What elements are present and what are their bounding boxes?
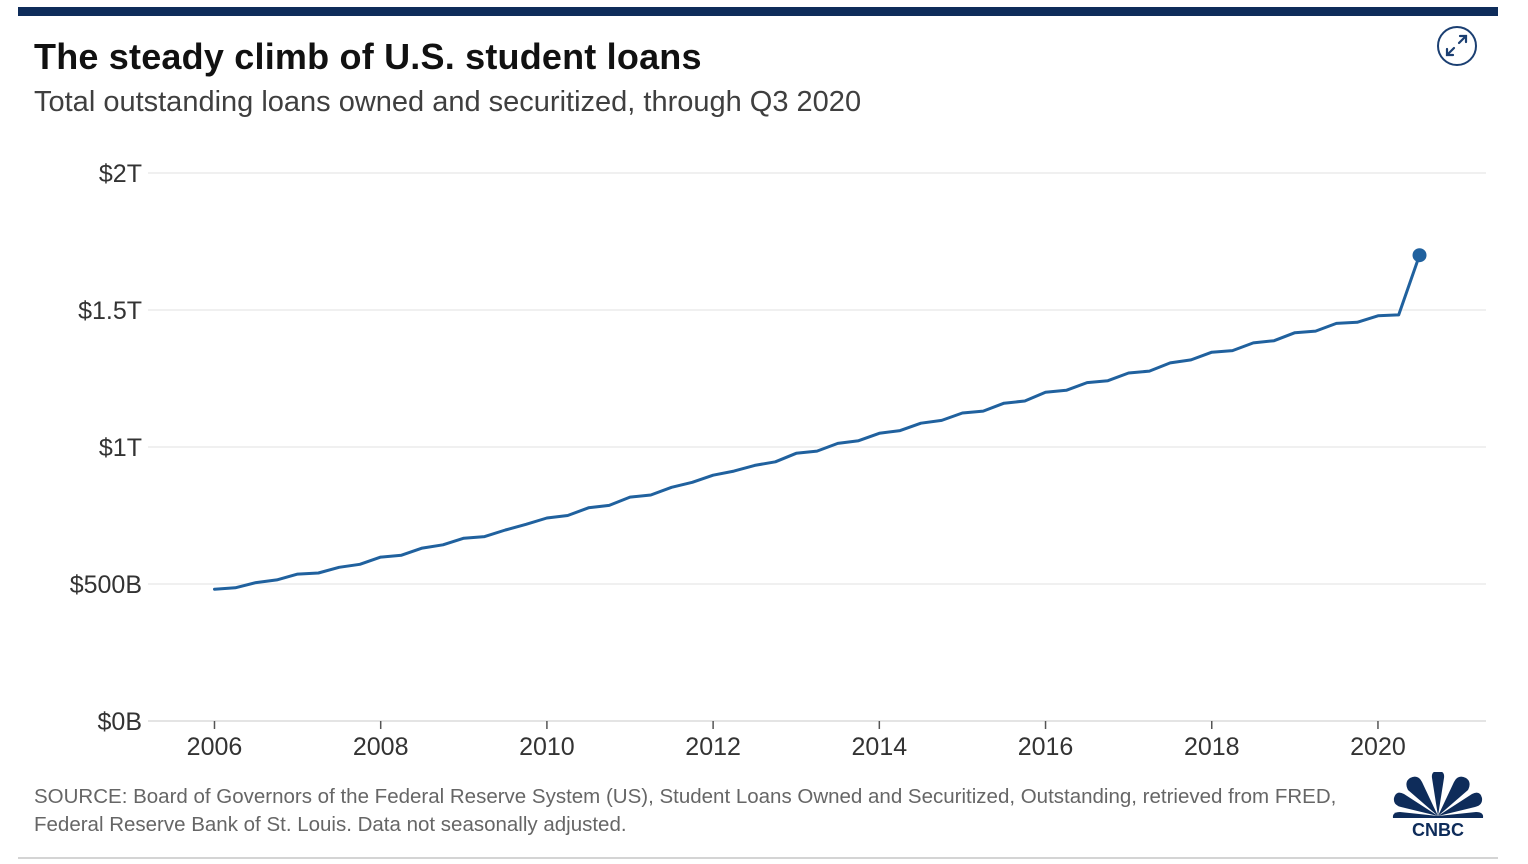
x-tick-label: 2014 (852, 733, 908, 761)
x-tick-label: 2016 (1018, 733, 1074, 761)
logo-text: CNBC (1412, 820, 1464, 838)
y-tick-label: $1T (99, 434, 142, 462)
x-tick-label: 2010 (519, 733, 575, 761)
header-rule (18, 7, 1498, 16)
x-tick-label: 2020 (1350, 733, 1406, 761)
y-tick-label: $2T (99, 160, 142, 188)
series-line (213, 253, 1421, 591)
x-tick-label: 2006 (187, 733, 243, 761)
source-note: SOURCE: Board of Governors of the Federa… (34, 785, 1337, 836)
x-tick-label: 2008 (353, 733, 409, 761)
x-tick-label: 2018 (1184, 733, 1240, 761)
expand-button[interactable] (1437, 26, 1477, 66)
y-tick-label: $0B (98, 708, 142, 736)
y-tick-label: $500B (70, 571, 142, 599)
footer-rule (18, 857, 1498, 859)
cnbc-peacock-logo: CNBC (1392, 772, 1484, 838)
line-chart: $0B $500B $1T $1.5T $2T 2006 2008 2010 2012 2014 2… (70, 160, 1486, 761)
y-tick-label: $1.5T (78, 297, 142, 325)
end-point-marker (1412, 248, 1427, 263)
x-tick-label: 2012 (685, 733, 741, 761)
expand-arrows-icon (1445, 34, 1468, 57)
chart-title: The steady climb of U.S. student loans (34, 36, 702, 77)
chart-subtitle: Total outstanding loans owned and securi… (34, 86, 862, 118)
